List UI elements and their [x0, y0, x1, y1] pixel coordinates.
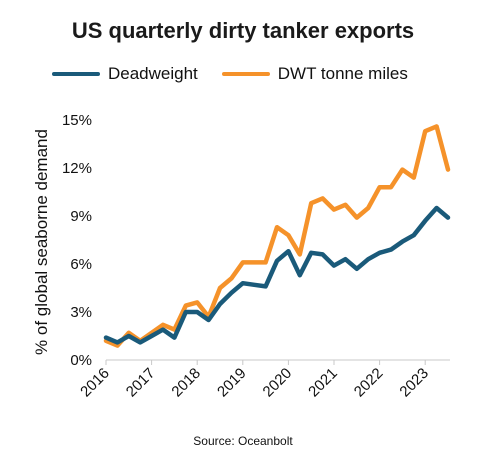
- y-axis-label: % of global seaborne demand: [32, 129, 51, 355]
- legend-label-deadweight: Deadweight: [108, 64, 198, 83]
- legend: Deadweight DWT tonne miles: [52, 64, 408, 84]
- series-line-dwt-tonne-miles: [103, 124, 451, 348]
- legend-item-deadweight: Deadweight: [52, 64, 198, 84]
- y-tick-label: 3%: [70, 304, 92, 321]
- x-tick-label: 2020: [260, 365, 296, 401]
- y-tick-label: 0%: [70, 352, 92, 369]
- x-tick-label: 2017: [123, 365, 159, 401]
- x-tick-label: 2016: [77, 365, 113, 401]
- source-note: Source: Oceanbolt: [193, 434, 293, 448]
- chart-title: US quarterly dirty tanker exports: [71, 18, 415, 43]
- x-axis-ticks: 2016 2017 2018 2019 2020 2021 2022 2023: [77, 360, 432, 400]
- y-tick-label: 9%: [70, 208, 92, 225]
- x-tick-label: 2019: [214, 365, 250, 401]
- y-tick-label: 6%: [70, 256, 92, 273]
- x-tick-label: 2021: [305, 365, 341, 401]
- series-line-deadweight: [103, 205, 451, 345]
- x-tick-label: 2022: [351, 365, 387, 401]
- series-lines: [103, 124, 451, 348]
- x-tick-label: 2023: [396, 365, 432, 401]
- legend-item-dwt-tonne-miles: DWT tonne miles: [221, 64, 408, 84]
- y-tick-label: 12%: [62, 160, 92, 177]
- legend-swatch-deadweight: [52, 72, 100, 76]
- y-tick-label: 15%: [62, 112, 92, 129]
- legend-label-dwt-tonne-miles: DWT tonne miles: [277, 64, 408, 83]
- y-axis-ticks: 0% 3% 6% 9% 12% 15%: [62, 112, 92, 369]
- legend-swatch-dwt-tonne-miles: [221, 72, 270, 76]
- x-tick-label: 2018: [168, 365, 204, 401]
